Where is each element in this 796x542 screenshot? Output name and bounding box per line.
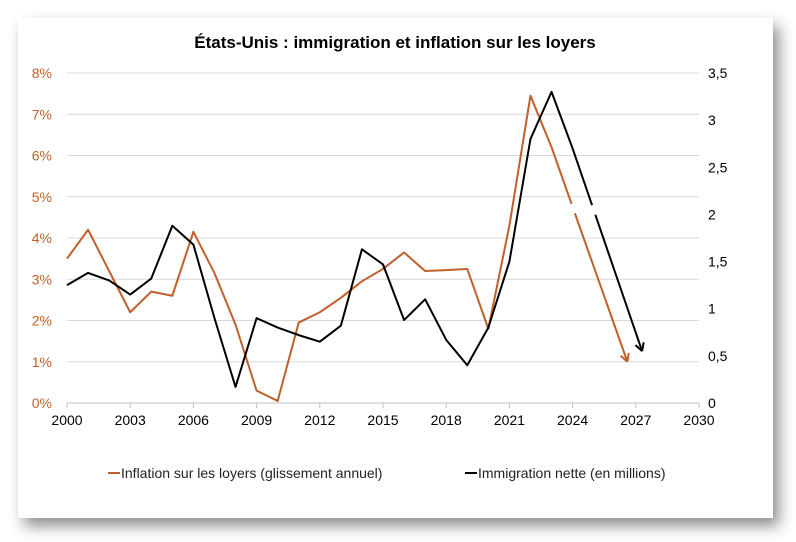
y-left-tick-label: 8% <box>32 65 52 81</box>
y-right-tick-label: 3,5 <box>708 65 728 81</box>
legend-label: Immigration nette (en millions) <box>478 465 666 481</box>
y-right-tick-label: 1 <box>708 301 716 317</box>
x-tick-label: 2024 <box>557 412 588 428</box>
x-tick-label: 2021 <box>494 412 525 428</box>
y-left-tick-label: 3% <box>32 271 52 287</box>
y-left-tick-label: 2% <box>32 313 52 329</box>
x-tick-label: 2009 <box>241 412 272 428</box>
x-tick-label: 2018 <box>431 412 462 428</box>
x-tick-label: 2030 <box>683 412 714 428</box>
chart-title: États-Unis : immigration et inflation su… <box>194 33 595 52</box>
y-right-tick-label: 0,5 <box>708 348 728 364</box>
y-left-tick-label: 1% <box>32 354 52 370</box>
projection-line-0 <box>550 146 629 363</box>
x-tick-label: 2003 <box>115 412 146 428</box>
x-tick-label: 2000 <box>51 412 82 428</box>
arrow-head <box>626 352 630 362</box>
y-left-tick-label: 6% <box>32 148 52 164</box>
y-left-tick-label: 7% <box>32 106 52 122</box>
y-right-tick-label: 3 <box>708 112 716 128</box>
x-tick-label: 2012 <box>304 412 335 428</box>
projection-line-1 <box>571 148 644 352</box>
x-tick-label: 2015 <box>367 412 398 428</box>
arrow-head <box>641 342 645 352</box>
arrow-head <box>634 344 643 352</box>
chart: États-Unis : immigration et inflation su… <box>32 33 728 481</box>
series-line-0 <box>66 94 553 402</box>
x-tick-label: 2027 <box>620 412 651 428</box>
y-right-tick-label: 2,5 <box>708 159 728 175</box>
y-left-tick-label: 0% <box>32 395 52 411</box>
x-tick-label: 2006 <box>178 412 209 428</box>
series-line-1 <box>66 90 574 388</box>
y-right-tick-label: 1,5 <box>708 254 728 270</box>
y-right-tick-label: 0 <box>708 395 716 411</box>
y-left-tick-label: 4% <box>32 230 52 246</box>
y-left-tick-label: 5% <box>32 189 52 205</box>
legend-label: Inflation sur les loyers (glissement ann… <box>121 465 382 481</box>
chart-frame: États-Unis : immigration et inflation su… <box>18 18 773 518</box>
y-right-tick-label: 2 <box>708 206 716 222</box>
arrow-head <box>620 354 629 363</box>
